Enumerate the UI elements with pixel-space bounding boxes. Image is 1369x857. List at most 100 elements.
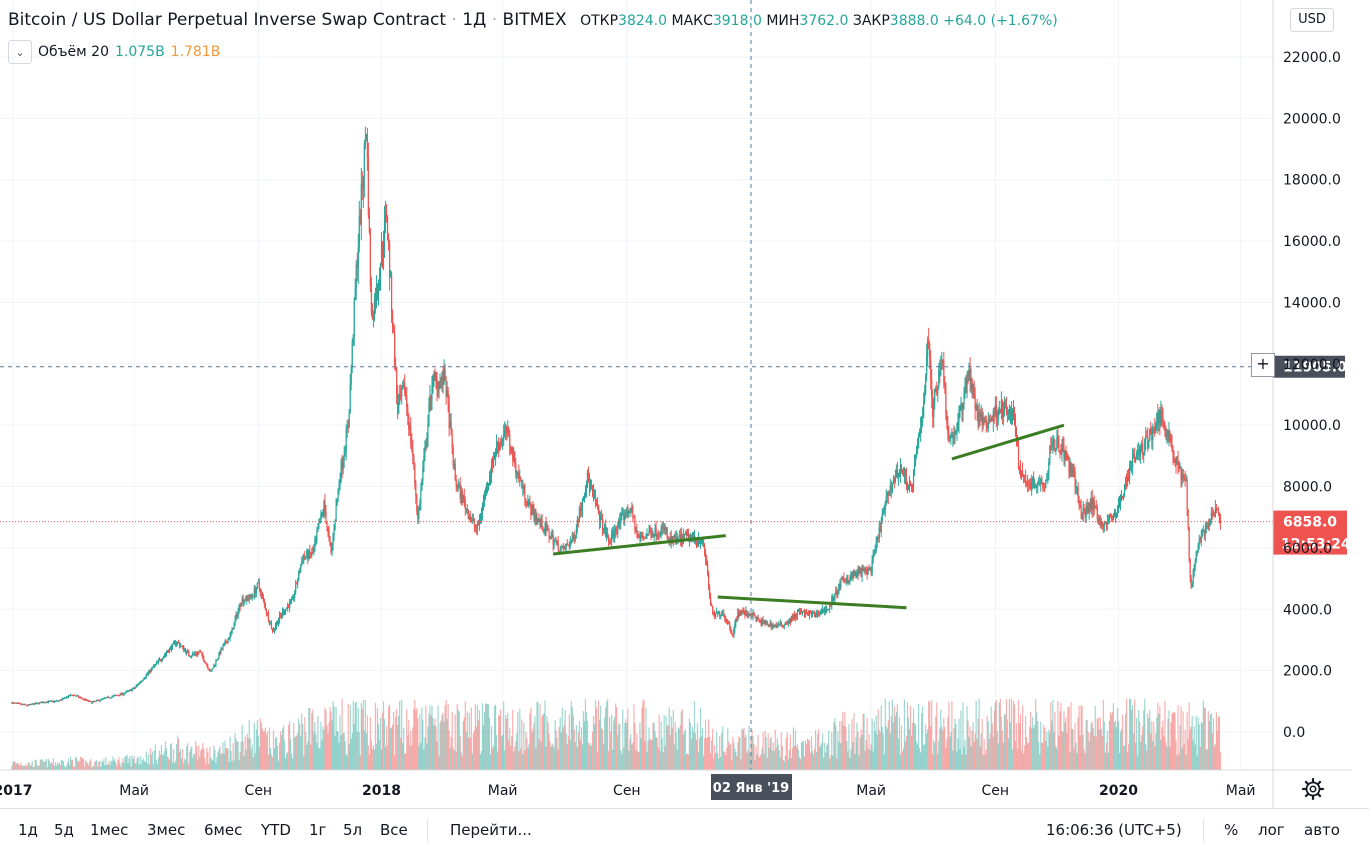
clock[interactable]: 16:06:36 (UTC+5) bbox=[1046, 821, 1182, 839]
candle-body bbox=[307, 551, 309, 560]
candle-body bbox=[292, 596, 294, 598]
candle-body bbox=[1198, 539, 1200, 544]
volume-bar bbox=[629, 739, 631, 770]
candle-body bbox=[665, 528, 667, 531]
candle-body bbox=[713, 612, 715, 614]
candle-body bbox=[465, 508, 467, 510]
range-3m[interactable]: 3мес bbox=[147, 821, 186, 839]
candle-body bbox=[170, 646, 173, 650]
candle-body bbox=[524, 485, 526, 500]
log-toggle[interactable]: лог bbox=[1258, 821, 1285, 839]
volume-bar bbox=[850, 749, 852, 770]
candle-body bbox=[1105, 523, 1107, 525]
volume-name[interactable]: Объём 20 bbox=[38, 44, 109, 60]
volume-bar bbox=[1018, 723, 1021, 770]
volume-bar bbox=[339, 715, 341, 770]
volume-bar bbox=[131, 755, 133, 770]
crosshair-price-badge bbox=[1273, 355, 1345, 378]
volume-bar bbox=[695, 739, 698, 770]
time-tick-label: Сен bbox=[613, 783, 641, 799]
volume-bar bbox=[14, 761, 16, 770]
candle-body bbox=[159, 659, 162, 661]
range-1d[interactable]: 1д bbox=[18, 821, 38, 839]
candle-body bbox=[342, 460, 344, 469]
candle-body bbox=[1011, 410, 1014, 416]
exchange-label: BITMEX bbox=[502, 10, 567, 30]
price-tick-label: 8000.0 bbox=[1283, 480, 1332, 496]
volume-bar bbox=[837, 731, 839, 770]
candle-body bbox=[890, 485, 892, 491]
volume-bar bbox=[551, 743, 553, 770]
range-ytd[interactable]: YTD bbox=[261, 821, 291, 839]
candle-body bbox=[591, 486, 594, 490]
volume-bar bbox=[147, 754, 149, 770]
candle-body bbox=[128, 689, 130, 691]
volume-bar bbox=[51, 763, 53, 770]
candle-body bbox=[304, 556, 306, 558]
currency-button[interactable]: USD bbox=[1290, 8, 1334, 32]
interval-label[interactable]: 1Д bbox=[462, 10, 487, 30]
range-1y[interactable]: 1г bbox=[309, 821, 327, 839]
volume-bar bbox=[832, 755, 834, 770]
auto-toggle[interactable]: авто bbox=[1304, 821, 1340, 839]
candle-body bbox=[268, 620, 271, 624]
percent-toggle[interactable]: % bbox=[1224, 821, 1239, 839]
volume-bar bbox=[998, 702, 1000, 770]
symbol-title[interactable]: Bitcoin / US Dollar Perpetual Inverse Sw… bbox=[8, 10, 446, 30]
volume-bar bbox=[363, 730, 365, 770]
volume-bar bbox=[881, 726, 883, 770]
trendlines[interactable] bbox=[552, 423, 1065, 610]
plus-icon[interactable]: + bbox=[1251, 353, 1275, 377]
volume-bar bbox=[901, 751, 904, 770]
candle-body bbox=[181, 645, 183, 647]
volume-bar bbox=[1023, 745, 1026, 770]
volume-bar bbox=[99, 761, 101, 770]
range-all[interactable]: Все bbox=[380, 821, 408, 839]
candle-body bbox=[408, 415, 410, 430]
volume-bar bbox=[649, 738, 651, 770]
volume-bar bbox=[741, 728, 743, 770]
goto-button[interactable]: Перейти... bbox=[450, 821, 532, 839]
volume-bar bbox=[573, 729, 575, 770]
candle-body bbox=[756, 617, 758, 622]
chevron-down-icon[interactable]: ⌄ bbox=[8, 40, 32, 64]
candle-body bbox=[1066, 457, 1068, 459]
volume-bar bbox=[95, 760, 97, 770]
volume-bar bbox=[1086, 720, 1088, 770]
candle-body bbox=[332, 534, 334, 545]
volume-bar bbox=[1011, 749, 1014, 770]
candle-body bbox=[674, 535, 676, 543]
candle-body bbox=[358, 216, 360, 248]
candle-body bbox=[68, 695, 71, 697]
candle-body bbox=[782, 625, 784, 627]
volume-bar bbox=[396, 709, 398, 770]
candle-body bbox=[1032, 476, 1034, 481]
gear-icon[interactable] bbox=[1300, 776, 1326, 802]
range-5y[interactable]: 5л bbox=[343, 821, 363, 839]
volume-bar bbox=[920, 752, 922, 770]
candle-body bbox=[834, 594, 836, 601]
candle-body bbox=[49, 700, 51, 702]
range-5d[interactable]: 5д bbox=[54, 821, 74, 839]
volume-bar bbox=[931, 699, 933, 770]
candle-body bbox=[1037, 482, 1039, 486]
volume-bar bbox=[729, 744, 731, 770]
candle-body bbox=[112, 695, 114, 697]
candle-body bbox=[944, 381, 946, 387]
candle-body bbox=[832, 596, 834, 599]
candle-body bbox=[405, 393, 407, 397]
candle-body bbox=[976, 405, 978, 412]
volume-bar bbox=[1068, 706, 1070, 770]
candle-body bbox=[213, 665, 215, 669]
range-1m[interactable]: 1мес bbox=[90, 821, 129, 839]
volume-bar bbox=[1014, 740, 1017, 770]
candle-body bbox=[789, 618, 791, 623]
candle-body bbox=[281, 610, 284, 616]
candle-body bbox=[869, 568, 871, 570]
volume-bar bbox=[78, 761, 80, 770]
volume-bar bbox=[740, 759, 742, 770]
range-6m[interactable]: 6мес bbox=[204, 821, 243, 839]
candle-body bbox=[311, 551, 313, 556]
